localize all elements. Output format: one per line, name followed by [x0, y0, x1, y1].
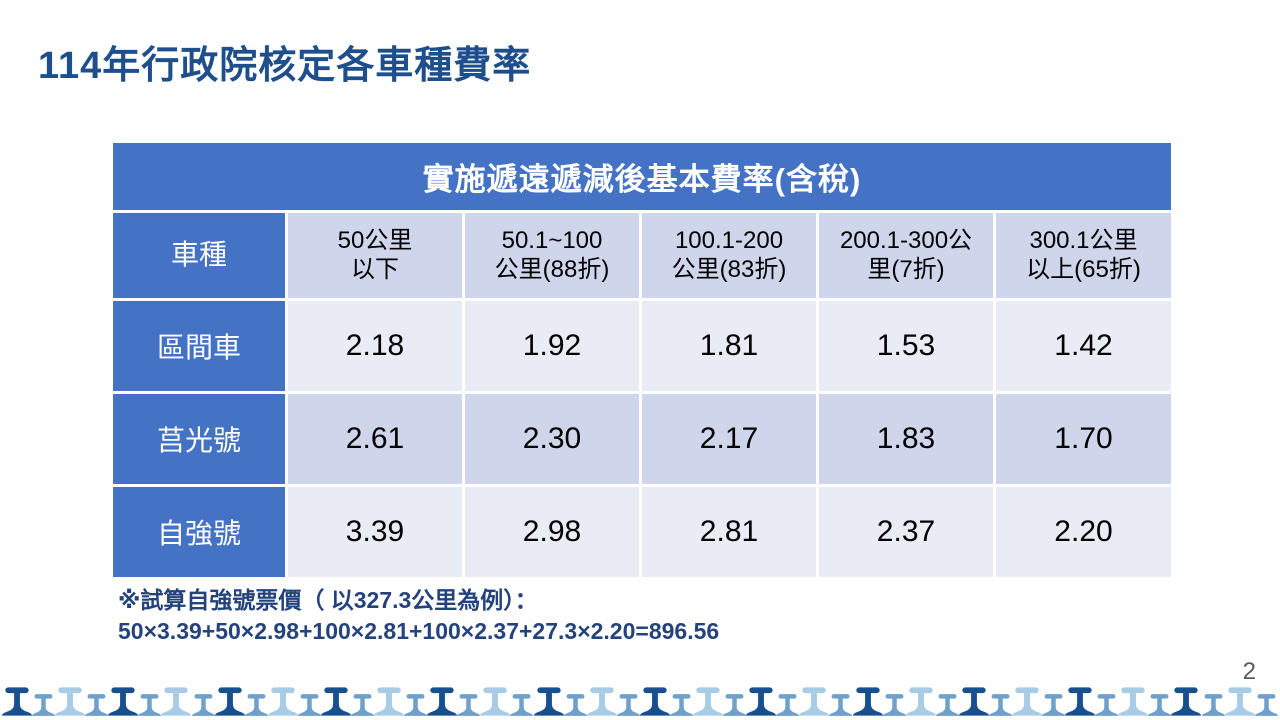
footnote-line-2: 50×3.39+50×2.98+100×2.81+100×2.37+27.3×2…: [118, 617, 720, 644]
table-row-tzechiang-express: 自強號 3.39 2.98 2.81 2.37 2.20: [110, 484, 1174, 580]
rail-icon: [1095, 694, 1119, 716]
rail-icon: [297, 694, 321, 716]
rail-icon: [1042, 694, 1066, 716]
fare-cell: 1.83: [816, 391, 996, 487]
row-label: 自強號: [110, 484, 288, 580]
fare-cell: 2.20: [993, 484, 1174, 580]
column-header-0-50km: 50公里 以下: [285, 210, 465, 301]
rail-icon: [138, 694, 162, 716]
rail-icon: [935, 694, 959, 716]
rail-icon: [404, 694, 428, 716]
rail-icon: [776, 694, 800, 716]
fare-cell: 2.61: [285, 391, 465, 487]
rail-icon: [191, 694, 215, 716]
rail-icon: [320, 687, 351, 716]
fare-cell: 1.70: [993, 391, 1174, 487]
rail-icon: [457, 694, 481, 716]
rail-icon: [427, 687, 458, 716]
column-header-50-100km: 50.1~100 公里(88折): [462, 210, 642, 301]
rail-icon: [639, 687, 670, 716]
page-number: 2: [1242, 658, 1256, 685]
rail-track-border: [2, 685, 1278, 716]
rail-icon: [32, 694, 56, 716]
rail-icon: [214, 687, 245, 716]
rail-icon: [905, 687, 936, 716]
fare-cell: 1.92: [462, 298, 642, 394]
rail-icon: [510, 694, 534, 716]
rail-icon: [746, 687, 777, 716]
rail-icon: [2, 687, 32, 716]
rail-icon: [799, 687, 830, 716]
fare-cell: 1.53: [816, 298, 996, 394]
rail-icon: [586, 687, 617, 716]
rail-icon: [533, 687, 564, 716]
row-label: 區間車: [110, 298, 288, 394]
table-title: 實施遞遠遞減後基本費率(含稅): [110, 140, 1174, 213]
column-header-200-300km: 200.1-300公 里(7折): [816, 210, 996, 301]
fare-cell: 2.98: [462, 484, 642, 580]
rail-icon: [852, 687, 883, 716]
column-header-100-200km: 100.1-200 公里(83折): [639, 210, 819, 301]
rail-icon: [563, 694, 587, 716]
table-row-chukuang-express: 莒光號 2.61 2.30 2.17 1.83 1.70: [110, 391, 1174, 487]
rail-icon: [882, 694, 906, 716]
footnote-line-1: ※試算自強號票價（ 以327.3公里為例）：: [118, 587, 538, 613]
fare-cell: 1.81: [639, 298, 819, 394]
rail-icon: [1148, 694, 1172, 716]
fare-cell: 1.42: [993, 298, 1174, 394]
table-row-local-train: 區間車 2.18 1.92 1.81 1.53 1.42: [110, 298, 1174, 394]
rail-icon: [85, 694, 109, 716]
rail-icon: [244, 694, 268, 716]
fare-cell: 2.17: [639, 391, 819, 487]
rail-icon: [480, 687, 511, 716]
fare-table: 實施遞遠遞減後基本費率(含稅) 車種 50公里 以下 50.1~100 公里(8…: [110, 140, 1174, 580]
rail-icon: [374, 687, 405, 716]
page-title: 114年行政院核定各車種費率: [38, 45, 532, 87]
rail-icon: [723, 694, 747, 716]
column-header-row: 車種 50公里 以下 50.1~100 公里(88折) 100.1-200 公里…: [110, 210, 1174, 301]
rail-icon: [829, 694, 853, 716]
rail-icon: [988, 694, 1012, 716]
rail-icon: [1224, 687, 1255, 716]
rail-icon: [1254, 694, 1278, 716]
rail-icon: [616, 694, 640, 716]
rail-icon: [1065, 687, 1096, 716]
rail-icon: [693, 687, 724, 716]
fare-cell: 3.39: [285, 484, 465, 580]
fare-cell: 2.30: [462, 391, 642, 487]
rail-icon: [55, 687, 86, 716]
rail-icon: [1118, 687, 1149, 716]
fare-cell: 2.81: [639, 484, 819, 580]
column-header-300km-up: 300.1公里 以上(65折): [993, 210, 1174, 301]
rail-icon: [267, 687, 298, 716]
rail-icon: [669, 694, 693, 716]
row-label: 莒光號: [110, 391, 288, 487]
fare-cell: 2.37: [816, 484, 996, 580]
rail-icon: [1011, 687, 1042, 716]
footnote: ※試算自強號票價（ 以327.3公里為例）： 50×3.39+50×2.98+1…: [118, 585, 719, 646]
rail-icon: [161, 687, 192, 716]
table-title-row: 實施遞遠遞減後基本費率(含稅): [110, 140, 1174, 213]
rail-icon: [1201, 694, 1225, 716]
fare-cell: 2.18: [285, 298, 465, 394]
column-header-vehicle-type: 車種: [110, 210, 288, 301]
rail-icon: [108, 687, 139, 716]
rail-icon: [958, 687, 989, 716]
rail-icon: [351, 694, 375, 716]
rail-icon: [1171, 687, 1202, 716]
